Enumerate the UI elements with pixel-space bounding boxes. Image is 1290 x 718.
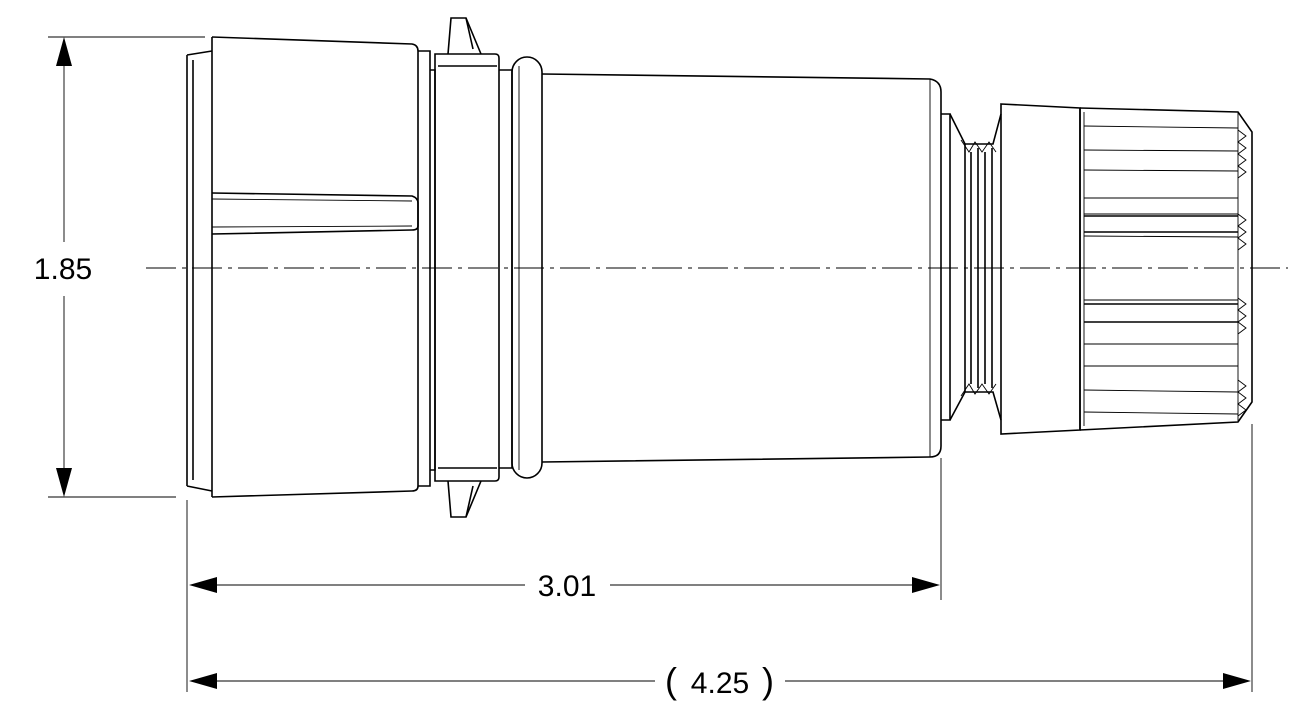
o-ring: [511, 56, 543, 479]
body-length-dimension: 3.01: [186, 458, 942, 692]
panel-nut: [430, 17, 513, 518]
main-body: [541, 73, 942, 463]
coupling-ring: [211, 36, 431, 498]
height-dimension: 1.85: [34, 36, 205, 498]
arrow-up-icon: [56, 37, 72, 66]
arrow-left-icon: [189, 673, 217, 689]
overall-length-dimension: ( 4.25 ): [189, 424, 1253, 701]
open-paren: (: [665, 660, 677, 701]
body-length-label: 3.01: [538, 570, 596, 603]
height-dimension-label: 1.85: [34, 253, 92, 286]
arrow-right-icon: [912, 577, 940, 593]
arrow-left-icon: [189, 577, 217, 593]
gland-nut: [1000, 103, 1081, 435]
arrow-down-icon: [56, 468, 72, 497]
overall-length-label: 4.25: [691, 667, 749, 700]
close-paren: ): [762, 660, 774, 701]
arrow-right-icon: [1223, 673, 1251, 689]
knurled-cap: [1079, 107, 1253, 431]
front-flange: [186, 37, 213, 497]
threaded-neck: [941, 113, 1002, 421]
